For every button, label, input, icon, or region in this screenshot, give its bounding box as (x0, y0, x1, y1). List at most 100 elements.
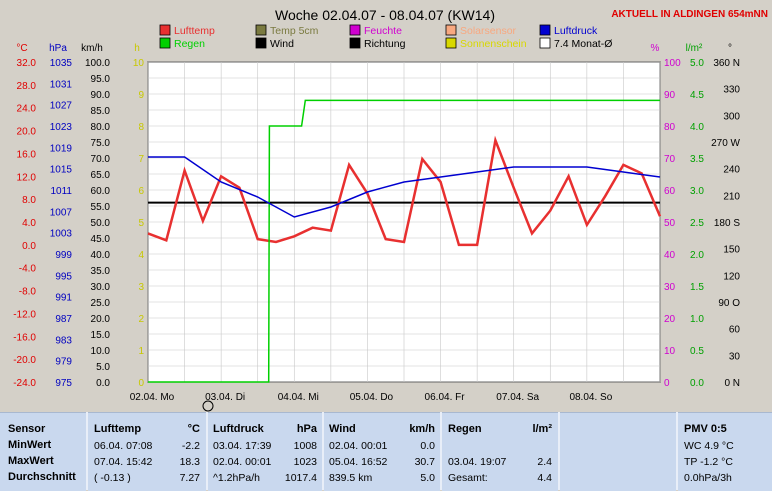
wind-tick-label: 85.0 (91, 106, 111, 117)
pressure-tick-label: 999 (55, 250, 72, 261)
legend-label: Feuchte (364, 25, 402, 37)
hours-tick-label: 4 (138, 250, 144, 261)
pressure-tick-label: 1023 (50, 122, 73, 133)
direction-tick-label: 120 (723, 271, 740, 282)
direction-axis-unit: ° (728, 43, 732, 54)
x-tick-label: 02.04. Mo (130, 392, 175, 403)
wind-tick-label: 100.0 (85, 58, 110, 69)
humidity-axis-unit: % (651, 43, 660, 54)
wind-unit: km/h (409, 423, 435, 435)
direction-tick-label: 180 S (714, 218, 740, 229)
pressure-tick-label: 983 (55, 335, 72, 346)
wind-tick-label: 80.0 (91, 122, 111, 133)
chart-axes: °C32.028.024.020.016.012.08.04.00.0-4.0-… (13, 43, 740, 403)
rain-tick-label: 2.5 (690, 218, 704, 229)
luftdruck-avg-value: 1017.4 (284, 472, 317, 484)
pressure-tick-label: 991 (55, 293, 72, 304)
regen-panel: Regen l/m² 03.04. 19:07 2.4 Gesamt: 4.4 (442, 412, 558, 491)
temp-tick-label: 28.0 (17, 81, 37, 92)
pressure-tick-label: 1035 (50, 58, 73, 69)
direction-tick-label: 300 (723, 111, 740, 122)
wind-tick-label: 10.0 (91, 346, 111, 357)
regen-total-value: 4.4 (537, 472, 552, 484)
direction-tick-label: 150 (723, 245, 740, 256)
pressure-tick-label: 1019 (50, 143, 73, 154)
direction-tick-label: 0 N (724, 378, 740, 389)
x-tick-label: 05.04. Do (350, 392, 394, 403)
time-marker[interactable] (202, 400, 214, 412)
legend-label: Solarsensor (460, 25, 517, 37)
temp-tick-label: 4.0 (22, 218, 36, 229)
x-tick-label: 03.04. Di (205, 392, 245, 403)
direction-tick-label: 90 O (718, 298, 740, 309)
humidity-tick-label: 100 (664, 58, 681, 69)
rain-tick-label: 1.5 (690, 282, 704, 293)
direction-tick-label: 60 (729, 325, 741, 336)
legend-label: Regen (174, 38, 205, 50)
legend-label: Temp 5cm (270, 25, 319, 37)
wind-axis-unit: km/h (81, 43, 103, 54)
legend-swatch (255, 37, 267, 49)
humidity-tick-label: 50 (664, 218, 676, 229)
wind-tick-label: 60.0 (91, 186, 111, 197)
wind-tick-label: 25.0 (91, 298, 111, 309)
wind-tick-label: 90.0 (91, 90, 111, 101)
rain-tick-label: 2.0 (690, 250, 704, 261)
temp-tick-label: 20.0 (17, 127, 37, 138)
wind-tick-label: 45.0 (91, 234, 111, 245)
x-tick-label: 08.04. So (569, 392, 612, 403)
humidity-tick-label: 80 (664, 122, 676, 133)
hours-tick-label: 8 (138, 122, 144, 133)
temp-tick-label: -4.0 (19, 264, 37, 275)
regen-unit: l/m² (532, 423, 552, 435)
hours-tick-label: 2 (138, 314, 144, 325)
humidity-tick-label: 30 (664, 282, 676, 293)
pmv-windchill: WC 4.9 °C (684, 440, 734, 452)
rain-tick-label: 0.0 (690, 378, 704, 389)
rain-tick-label: 4.0 (690, 122, 704, 133)
lufttemp-min-value: -2.2 (181, 440, 200, 452)
wind-tick-label: 15.0 (91, 330, 111, 341)
legend-swatch (445, 37, 457, 49)
humidity-tick-label: 10 (664, 346, 676, 357)
lufttemp-header: Lufttemp (94, 423, 142, 435)
temp-axis-unit: °C (16, 43, 27, 54)
pressure-tick-label: 1015 (50, 165, 73, 176)
pmv-header: PMV 0:5 (684, 423, 727, 435)
direction-tick-label: 270 W (711, 138, 740, 149)
hours-tick-label: 1 (138, 346, 144, 357)
wind-tick-label: 70.0 (91, 154, 111, 165)
temp-tick-label: -20.0 (13, 355, 36, 366)
wind-tick-label: 30.0 (91, 282, 111, 293)
temp-tick-label: 0.0 (22, 241, 36, 252)
wind-avg-value: 5.0 (420, 472, 435, 484)
humidity-tick-label: 70 (664, 154, 676, 165)
legend-swatch (445, 24, 457, 36)
legend-label: Lufttemp (174, 25, 215, 37)
pressure-tick-label: 1011 (50, 186, 72, 197)
lufttemp-trend: ( -0.13 ) (94, 472, 131, 484)
temp-tick-label: 12.0 (17, 172, 37, 183)
legend-swatch (539, 37, 551, 49)
series-luftdruck (148, 156, 661, 218)
sensor-row-max: MaxWert (8, 455, 54, 467)
wind-header: Wind (329, 423, 356, 435)
weather-chart: Woche 02.04.07 - 08.04.07 (KW14) AKTUELL… (13, 7, 768, 412)
hours-tick-label: 5 (138, 218, 144, 229)
rain-axis-unit: l/m² (686, 43, 703, 54)
temp-tick-label: -12.0 (13, 309, 36, 320)
legend-swatch (349, 24, 361, 36)
legend-swatch (159, 37, 171, 49)
x-tick-label: 04.04. Mi (278, 392, 319, 403)
sensor-header: Sensor (8, 423, 46, 435)
temp-tick-label: 16.0 (17, 149, 37, 160)
pmv-dewpoint: TP -1.2 °C (684, 456, 733, 468)
wind-tick-label: 50.0 (91, 218, 111, 229)
wind-tick-label: 75.0 (91, 138, 111, 149)
humidity-tick-label: 60 (664, 186, 676, 197)
pressure-tick-label: 987 (55, 314, 72, 325)
legend-swatch (255, 24, 267, 36)
hours-tick-label: 6 (138, 186, 144, 197)
series-lufttemp (147, 135, 662, 247)
legend-swatch (539, 24, 551, 36)
